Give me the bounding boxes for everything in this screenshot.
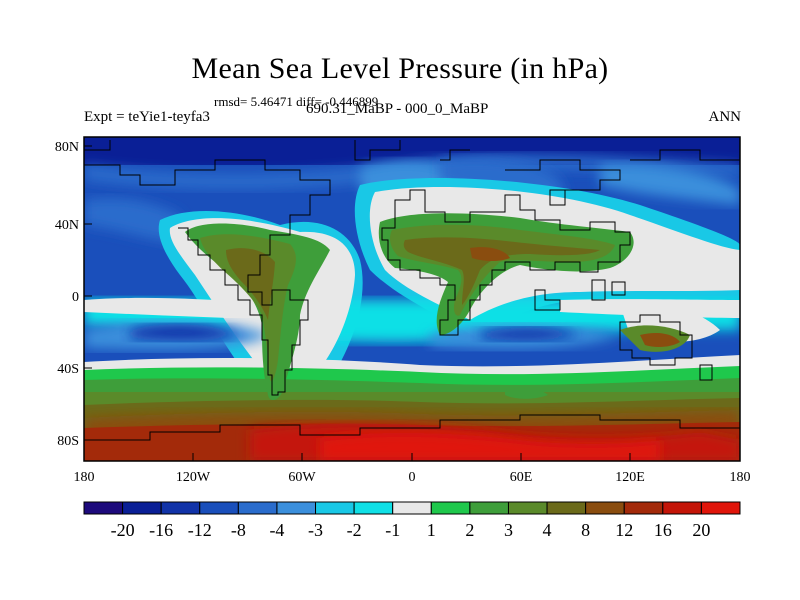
pressure-field <box>84 137 740 461</box>
colorbar-swatch <box>469 501 509 515</box>
longitude-axis: 180 120W 60W 0 60E 120E 180 <box>74 453 751 485</box>
colorbar-tick-label: -2 <box>346 520 362 540</box>
lat-tick-label: 40S <box>57 362 79 377</box>
colorbar-swatch <box>276 501 317 515</box>
rmsd-diff-stats: rmsd= 5.46471 diff= -0.446899 <box>214 94 379 109</box>
period-label: 690.31_MaBP - 000_0_MaBP <box>306 101 489 117</box>
colorbar-tick-label: 2 <box>465 520 475 540</box>
lat-tick-label: 40N <box>55 218 79 233</box>
colorbar-swatch <box>353 501 394 515</box>
colorbar-swatch <box>160 501 201 515</box>
colorbar-swatch <box>122 501 162 515</box>
colorbar <box>83 501 741 515</box>
colorbar-tick-label: -3 <box>308 520 324 540</box>
colorbar-tick-label: -12 <box>187 520 212 540</box>
colorbar-tick-label: 1 <box>426 520 436 540</box>
colorbar-tick-label: 8 <box>581 520 591 540</box>
season-label: ANN <box>708 109 742 125</box>
lon-tick-label: 180 <box>730 470 751 485</box>
lon-tick-label: 120E <box>615 470 645 485</box>
colorbar-swatch <box>392 501 432 515</box>
colorbar-tick-label: -16 <box>149 520 174 540</box>
colorbar-tick-label: -8 <box>230 520 246 540</box>
colorbar-tick-label: 20 <box>692 520 711 540</box>
colorbar-swatch <box>315 501 355 515</box>
colorbar-swatch <box>585 501 625 515</box>
colorbar-tick-label: 16 <box>653 520 672 540</box>
colorbar-swatch <box>199 501 239 515</box>
colorbar-tick-label: 4 <box>542 520 552 540</box>
colorbar-tick-label: -20 <box>110 520 135 540</box>
colorbar-tick-label: -1 <box>385 520 401 540</box>
experiment-label: Expt = teYie1-teyfa3 <box>84 109 210 125</box>
lat-tick-label: 0 <box>72 290 79 305</box>
lon-tick-label: 60W <box>288 470 316 485</box>
lon-tick-label: 60E <box>510 470 533 485</box>
colorbar-swatch <box>83 501 124 515</box>
colorbar-swatch <box>662 501 702 515</box>
lat-tick-label: 80N <box>55 140 79 155</box>
colorbar-swatch <box>623 501 664 515</box>
chart-title: Mean Sea Level Pressure (in hPa) <box>191 52 609 85</box>
colorbar-swatch <box>507 501 548 515</box>
lat-tick-label: 80S <box>57 434 79 449</box>
colorbar-swatch <box>237 501 278 515</box>
colorbar-tick-label: 12 <box>615 520 634 540</box>
colorbar-swatch <box>546 501 587 515</box>
colorbar-tick-label: 3 <box>503 520 513 540</box>
lon-tick-label: 180 <box>74 470 95 485</box>
colorbar-swatch <box>430 501 471 515</box>
latitude-axis: 80N 40N 0 40S 80S <box>55 140 92 449</box>
colorbar-tick-label: -4 <box>269 520 285 540</box>
colorbar-swatch <box>700 501 741 515</box>
lon-tick-label: 0 <box>409 470 416 485</box>
coastline-outlines <box>84 140 740 441</box>
lon-tick-label: 120W <box>176 470 211 485</box>
